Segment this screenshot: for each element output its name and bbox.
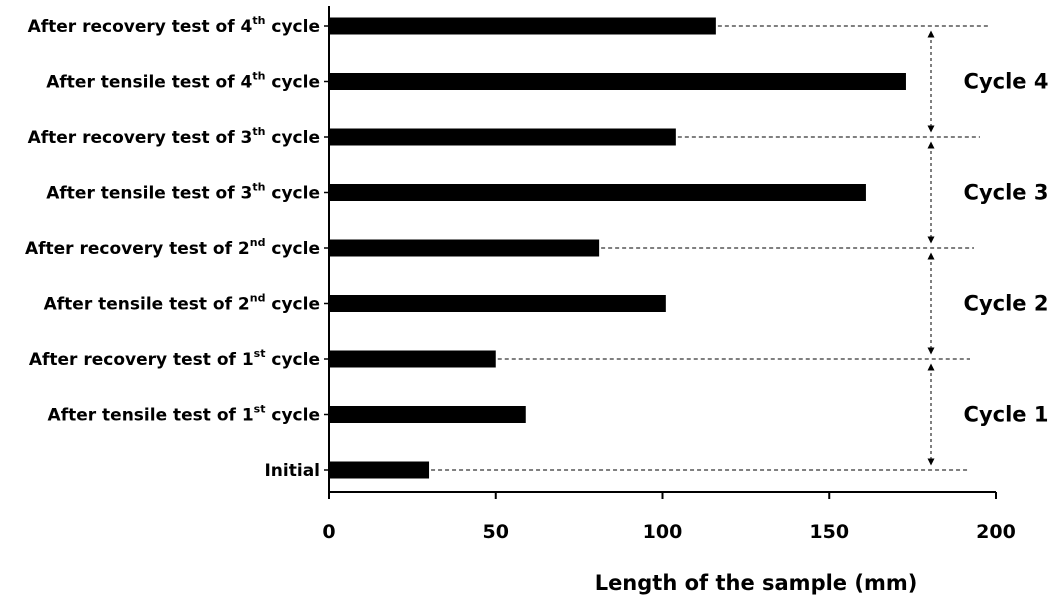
bar — [329, 461, 430, 479]
category-label: After recovery test of 1st cycle — [29, 347, 320, 370]
bars — [329, 17, 906, 479]
bar — [329, 350, 496, 368]
bar — [329, 128, 676, 146]
x-axis-title: Length of the sample (mm) — [595, 571, 918, 595]
cycle-annotations: Cycle 4 Cycle 3 Cycle 2 Cycle 1 — [927, 30, 1049, 466]
category-label: After recovery test of 4th cycle — [28, 14, 320, 37]
category-labels: After recovery test of 4th cycle After te… — [25, 14, 320, 481]
category-label: After recovery test of 2nd cycle — [25, 236, 320, 259]
bar — [329, 406, 526, 423]
x-tick-label: 150 — [809, 521, 849, 543]
bar — [329, 73, 906, 90]
cycle-label: Cycle 1 — [964, 403, 1049, 427]
category-label: After tensile test of 4th cycle — [46, 70, 320, 93]
cycle-label: Cycle 2 — [964, 292, 1049, 316]
x-axis: 0 50 100 150 200 — [322, 6, 1016, 543]
bar — [329, 184, 866, 201]
cycle-label: Cycle 4 — [964, 70, 1049, 94]
x-tick-label: 50 — [483, 521, 509, 543]
bar — [329, 239, 600, 257]
category-label: After tensile test of 2nd cycle — [44, 292, 320, 315]
x-tick-label: 100 — [643, 521, 683, 543]
category-label: After tensile test of 3th cycle — [46, 181, 320, 204]
x-tick-label: 200 — [976, 521, 1016, 543]
category-label: Initial — [264, 461, 320, 481]
bar — [329, 17, 716, 35]
bar — [329, 295, 666, 312]
category-label: After recovery test of 3th cycle — [28, 125, 320, 148]
reference-lines — [431, 25, 988, 471]
x-tick-label: 0 — [322, 521, 335, 543]
cycle-label: Cycle 3 — [964, 181, 1049, 205]
category-label: After tensile test of 1st cycle — [48, 403, 320, 426]
